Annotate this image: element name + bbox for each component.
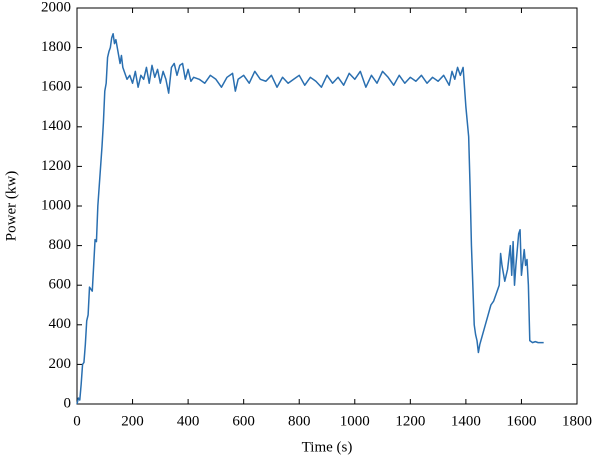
x-axis-label: Time (s) <box>302 439 353 455</box>
x-tick-label: 1200 <box>395 413 425 429</box>
x-tick-label: 800 <box>288 413 311 429</box>
y-tick-label: 400 <box>49 316 72 332</box>
y-tick-label: 1000 <box>41 197 71 213</box>
y-tick-label: 1800 <box>41 39 71 55</box>
y-axis-label: Power (kw) <box>3 171 19 241</box>
y-tick-label: 800 <box>49 237 72 253</box>
x-tick-label: 200 <box>121 413 144 429</box>
y-tick-label: 600 <box>49 277 72 293</box>
y-tick-label: 1600 <box>41 79 71 95</box>
x-tick-label: 600 <box>232 413 255 429</box>
y-tick-label: 200 <box>49 356 72 372</box>
x-tick-label: 1800 <box>562 413 592 429</box>
y-tick-label: 0 <box>64 395 72 411</box>
y-tick-label: 1400 <box>41 118 71 134</box>
x-tick-label: 400 <box>177 413 200 429</box>
y-tick-label: 2000 <box>41 0 71 15</box>
x-tick-label: 1400 <box>451 413 481 429</box>
x-tick-label: 1000 <box>340 413 370 429</box>
x-tick-label: 1600 <box>506 413 536 429</box>
y-tick-label: 1200 <box>41 158 71 174</box>
line-series <box>76 32 544 405</box>
x-tick-label: 0 <box>73 413 81 429</box>
